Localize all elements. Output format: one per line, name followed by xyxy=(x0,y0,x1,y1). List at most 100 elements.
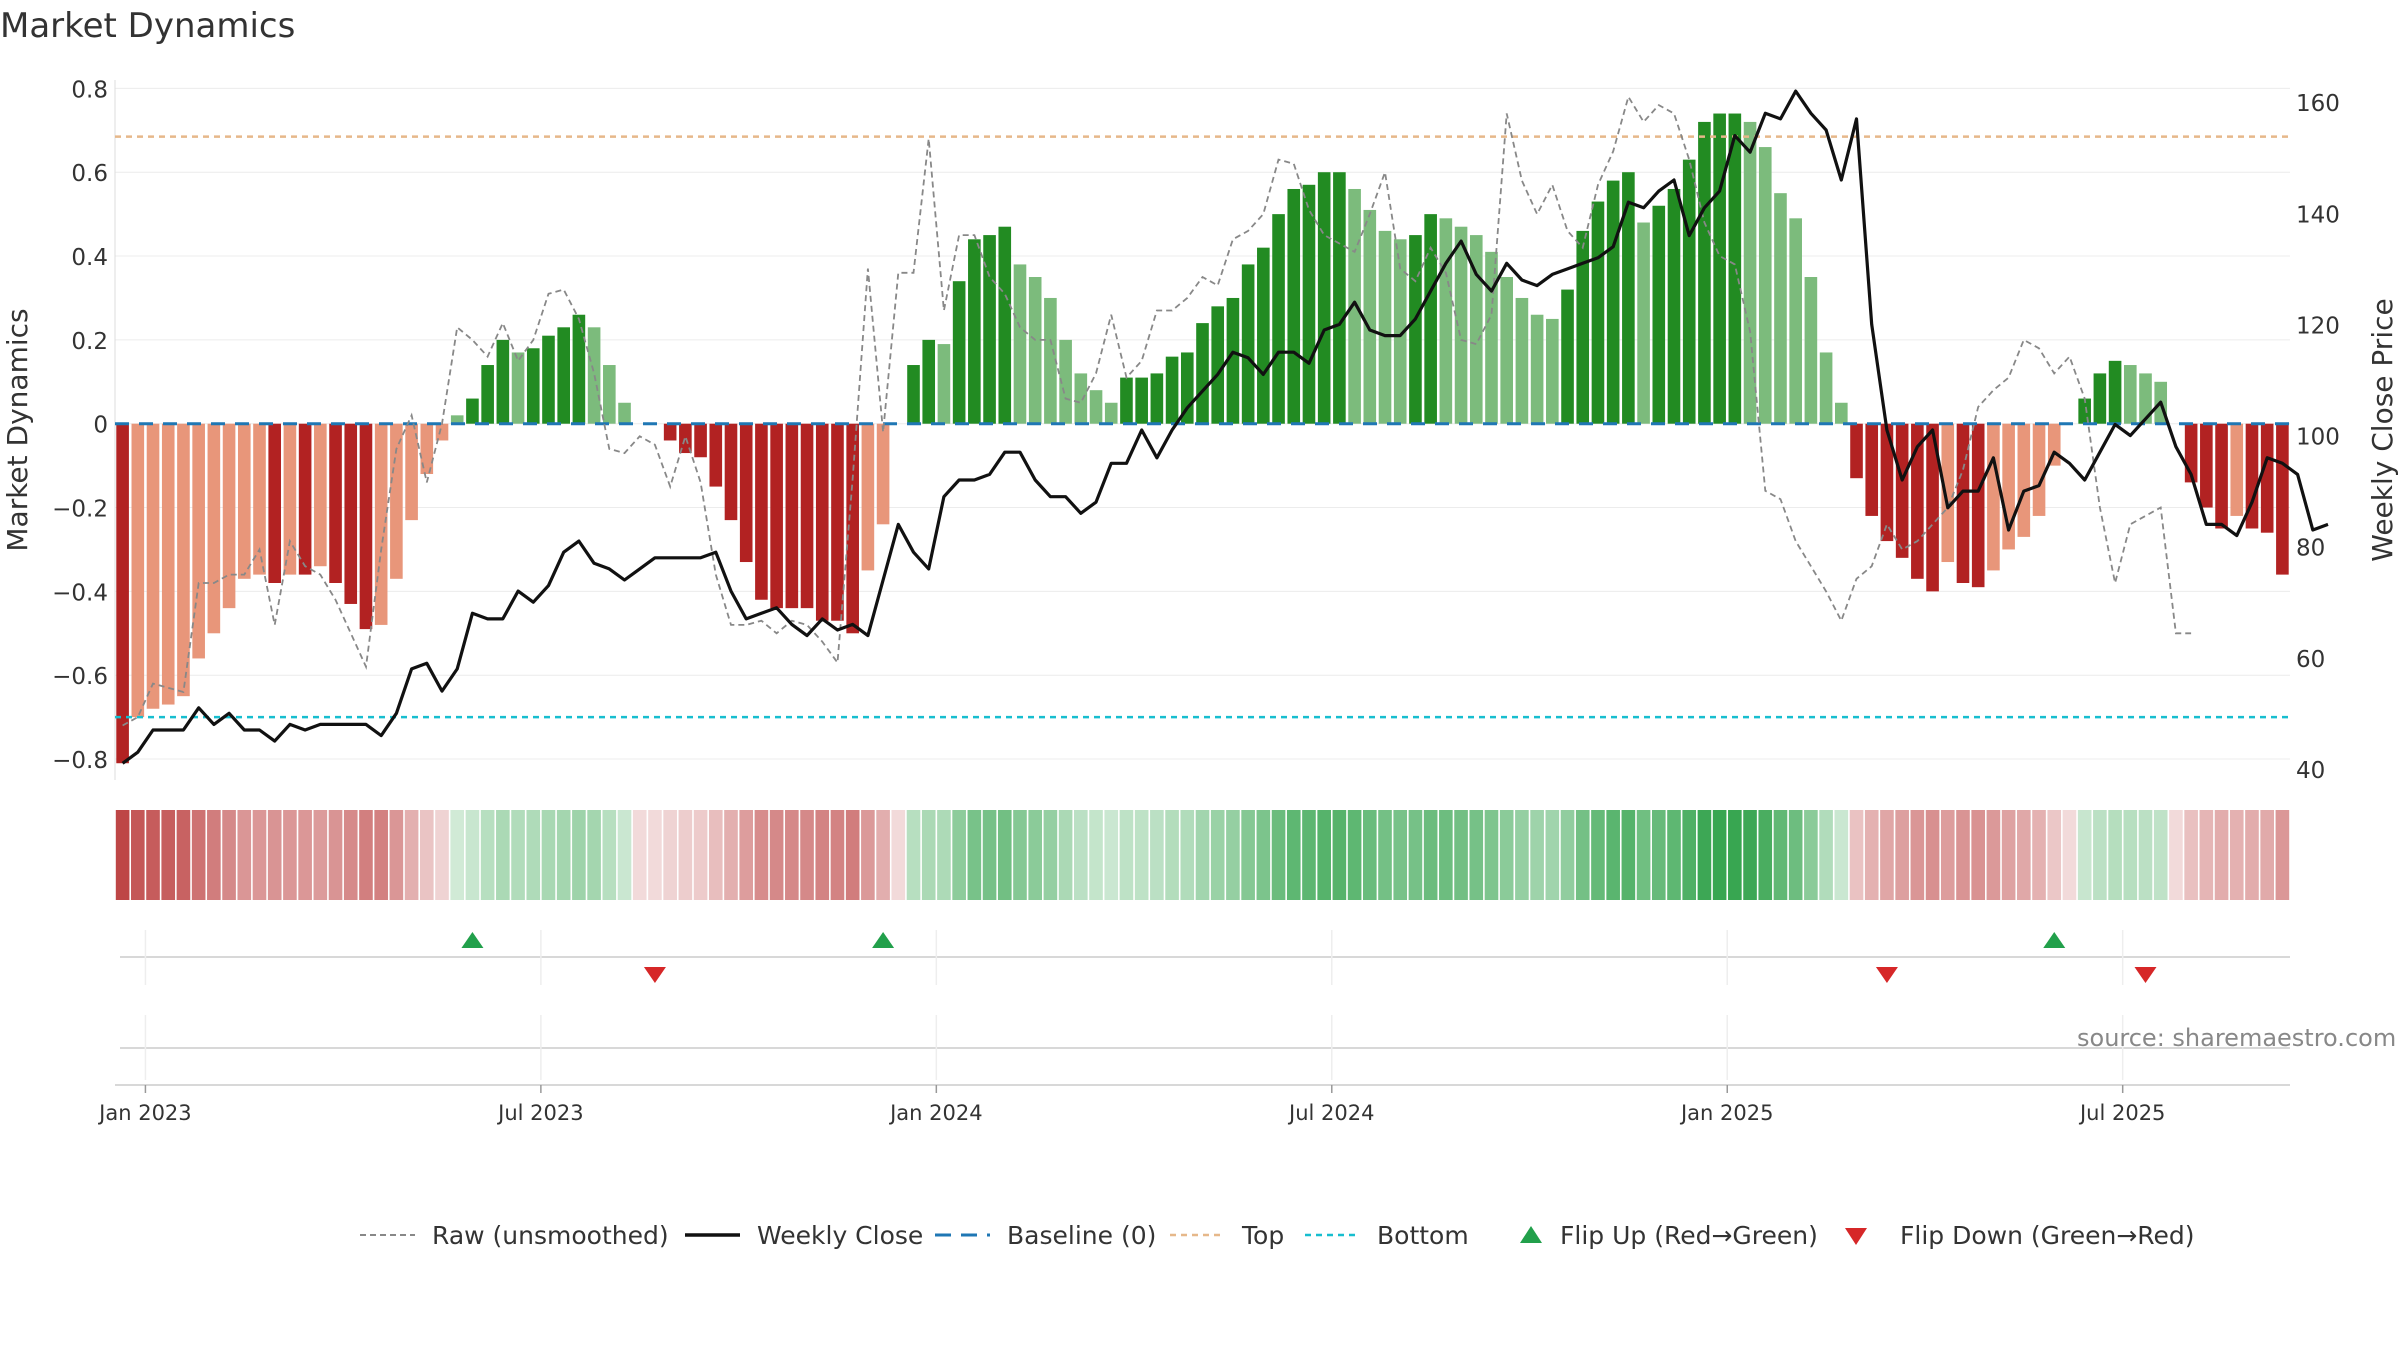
bar xyxy=(1774,193,1787,424)
source-note: source: sharemaestro.com xyxy=(2077,1024,2397,1052)
heat-cell xyxy=(800,810,814,900)
heat-cell xyxy=(617,810,632,900)
bar xyxy=(420,423,434,475)
bar xyxy=(1758,147,1772,424)
heat-cell xyxy=(1940,810,1955,900)
bar xyxy=(922,339,936,424)
x-tick-label: Jan 2024 xyxy=(888,1101,983,1125)
heat-cell xyxy=(572,810,586,900)
bar xyxy=(1393,239,1407,424)
y-left-tick-label: −0.2 xyxy=(52,497,108,523)
bar xyxy=(1956,423,1970,583)
bar xyxy=(1469,235,1483,424)
heat-cell xyxy=(328,810,343,900)
bar xyxy=(405,423,418,521)
heat-cell xyxy=(1575,810,1590,900)
bar xyxy=(968,239,981,424)
heat-cell xyxy=(891,810,906,900)
bar xyxy=(724,423,738,521)
heat-cell xyxy=(1971,810,1986,900)
heat-cell xyxy=(632,810,647,900)
y-left-axis-label: Market Dynamics xyxy=(1,308,34,551)
bar xyxy=(1150,373,1164,424)
heat-cell xyxy=(1895,810,1909,900)
heat-cell xyxy=(2169,810,2183,900)
bar xyxy=(1409,235,1422,424)
bar xyxy=(2017,423,2031,537)
heat-cell xyxy=(2184,810,2198,900)
bar xyxy=(1895,423,1909,558)
heat-cell xyxy=(2062,810,2077,900)
y-left-tick-label: 0.8 xyxy=(71,77,108,103)
bar xyxy=(846,423,859,634)
bar xyxy=(344,423,358,604)
bar xyxy=(694,423,707,458)
bar xyxy=(663,423,677,441)
legend-label: Flip Down (Green→Red) xyxy=(1900,1221,2195,1250)
legend-flip-down-swatch xyxy=(1845,1228,1867,1245)
bar xyxy=(1971,423,1985,588)
y-right-tick-label: 80 xyxy=(2296,536,2325,562)
bar xyxy=(1865,423,1879,516)
heat-cell xyxy=(435,810,449,900)
bar xyxy=(2200,423,2213,508)
y-right-tick-label: 40 xyxy=(2296,758,2325,784)
flip-down-marker xyxy=(2134,967,2157,983)
bar xyxy=(207,423,221,634)
bar xyxy=(983,235,996,424)
heat-cell xyxy=(1454,810,1468,900)
bar xyxy=(1485,251,1498,424)
bar xyxy=(435,423,449,441)
bar xyxy=(2276,423,2289,575)
heat-cell xyxy=(1043,810,1058,900)
y-left-tick-label: 0.2 xyxy=(71,329,108,355)
heat-cell xyxy=(1165,810,1179,900)
heat-cell xyxy=(1804,810,1818,900)
bar xyxy=(1241,264,1255,424)
heat-cell xyxy=(161,810,176,900)
bar xyxy=(937,344,951,424)
heat-cell xyxy=(1089,810,1103,900)
raw-series-line xyxy=(122,94,2192,727)
x-tick-label: Jul 2025 xyxy=(2078,1101,2165,1125)
bar xyxy=(1500,277,1514,424)
bar xyxy=(1196,323,1209,424)
bar xyxy=(466,398,479,424)
y-left-tick-label: −0.8 xyxy=(52,748,108,774)
bar xyxy=(618,402,631,424)
bar xyxy=(1074,373,1088,424)
heat-cell xyxy=(754,810,769,900)
bar xyxy=(511,352,525,424)
heat-cell xyxy=(1013,810,1027,900)
heat-cell xyxy=(343,810,358,900)
heat-cell xyxy=(861,810,875,900)
legend-label: Flip Up (Red→Green) xyxy=(1560,1221,1818,1250)
heat-cell xyxy=(2138,810,2153,900)
y-right-tick-label: 160 xyxy=(2296,91,2340,117)
heat-cell xyxy=(1134,810,1149,900)
heat-cell xyxy=(1347,810,1362,900)
bar xyxy=(1743,121,1757,424)
heat-cell xyxy=(2093,810,2107,900)
heat-cell xyxy=(708,810,723,900)
heat-cell xyxy=(1925,810,1940,900)
heat-cell xyxy=(1545,810,1560,900)
bar xyxy=(314,423,327,567)
legend-label: Weekly Close xyxy=(757,1221,923,1250)
bar xyxy=(1606,180,1620,424)
heat-cell xyxy=(906,810,921,900)
bar xyxy=(739,423,753,563)
bar xyxy=(952,281,966,424)
heat-cell xyxy=(785,810,799,900)
heat-cell xyxy=(663,810,677,900)
bar xyxy=(222,423,236,609)
heat-cell xyxy=(252,810,267,900)
y-left-tick-label: −0.4 xyxy=(52,580,108,606)
bar xyxy=(1515,297,1529,424)
heat-cell xyxy=(587,810,601,900)
bar xyxy=(1044,297,1057,424)
bar xyxy=(1104,402,1118,424)
x-tick-label: Jul 2023 xyxy=(496,1101,583,1125)
heat-cell xyxy=(1515,810,1529,900)
heat-cell xyxy=(389,810,404,900)
